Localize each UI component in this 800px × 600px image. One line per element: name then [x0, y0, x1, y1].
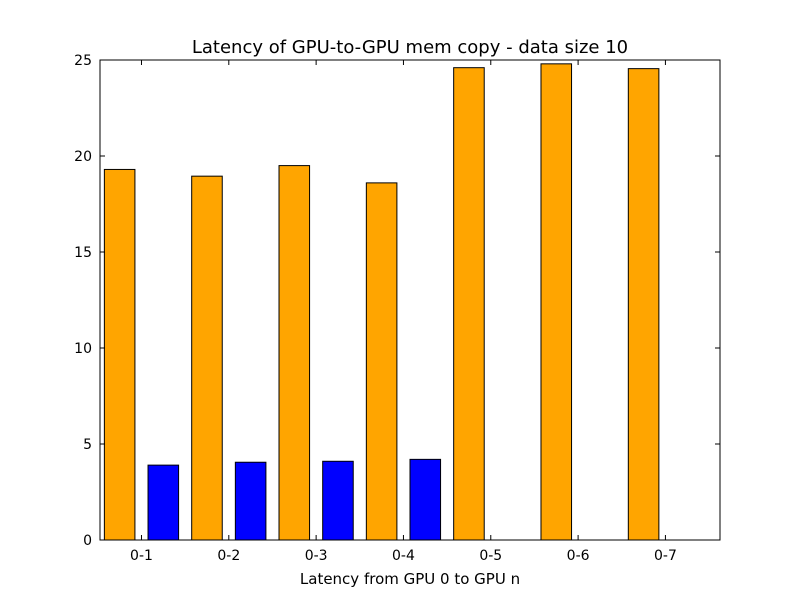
- bar-series2-0-1: [147, 464, 180, 541]
- y-tick-label: 25: [74, 53, 92, 69]
- x-tick-label: 0-4: [392, 548, 415, 564]
- y-tick-label: 15: [74, 245, 92, 261]
- bar-series2-0-2: [234, 461, 267, 541]
- ticks-group: 0-1 0-2 0-3 0-4 0-5 0-6 0-7 0 5 10 15 20 25: [74, 53, 720, 564]
- y-tick-label: 0: [83, 533, 92, 549]
- x-tick-label: 0-7: [654, 548, 677, 564]
- y-tick-label: 10: [74, 341, 92, 357]
- plot-frame: [99, 59, 721, 541]
- y-tick-label: 5: [83, 437, 92, 453]
- chart-title: Latency of GPU-to-GPU mem copy - data si…: [192, 37, 628, 58]
- bar-series1-0-7: [627, 68, 660, 541]
- bars-group: [103, 63, 660, 541]
- bar-series1-0-3: [278, 165, 311, 541]
- x-tick-label: 0-6: [567, 548, 590, 564]
- bar-series1-0-1: [103, 168, 136, 541]
- bar-series2-0-3: [322, 460, 354, 541]
- x-axis-label: Latency from GPU 0 to GPU n: [300, 570, 520, 588]
- x-tick-label: 0-2: [217, 548, 240, 564]
- bar-series1-0-2: [191, 175, 223, 541]
- x-tick-label: 0-5: [479, 548, 502, 564]
- bar-series1-0-6: [540, 63, 573, 541]
- bar-series1-0-5: [453, 67, 485, 541]
- y-tick-label: 20: [74, 149, 92, 165]
- x-tick-label: 0-1: [130, 548, 153, 564]
- bar-series2-0-4: [409, 458, 442, 541]
- bar-series1-0-4: [365, 182, 398, 541]
- x-tick-label: 0-3: [305, 548, 328, 564]
